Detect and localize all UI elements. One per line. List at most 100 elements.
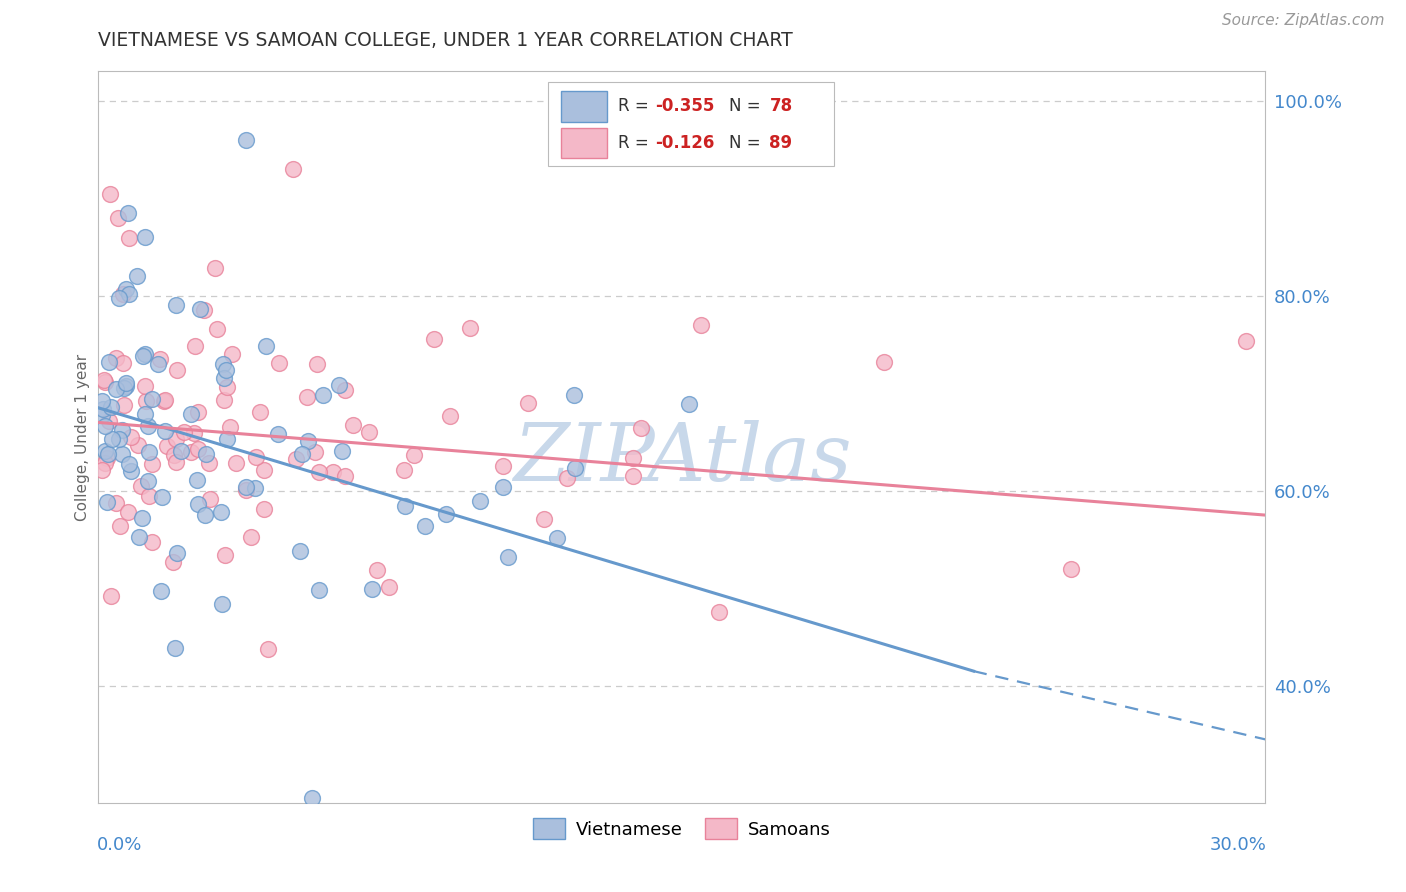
Point — [149, 584, 172, 599]
Point — [253, 501, 276, 516]
Point — [136, 418, 159, 433]
Point — [330, 444, 353, 458]
Point — [252, 463, 274, 477]
Point — [215, 363, 238, 377]
Point — [873, 355, 896, 369]
Point — [322, 465, 344, 479]
Point — [239, 530, 262, 544]
Point — [153, 394, 176, 409]
Point — [249, 405, 271, 419]
Point — [621, 450, 644, 465]
Point — [110, 519, 132, 533]
Point — [111, 356, 134, 370]
Point — [132, 349, 155, 363]
Point — [97, 448, 120, 462]
Text: -0.126: -0.126 — [655, 134, 714, 152]
Point — [91, 463, 114, 477]
Point — [402, 448, 425, 462]
Point — [93, 418, 115, 433]
Point — [546, 531, 568, 545]
Point — [212, 371, 235, 385]
Point — [120, 464, 142, 478]
Point — [517, 395, 540, 409]
Point — [150, 490, 173, 504]
Point — [96, 450, 118, 465]
Point — [439, 409, 461, 424]
Point — [285, 451, 308, 466]
Point — [155, 393, 177, 408]
Point — [165, 298, 187, 312]
Point — [1060, 562, 1083, 576]
Point — [114, 379, 136, 393]
Point — [91, 393, 114, 408]
Point — [328, 378, 350, 392]
Text: 78: 78 — [769, 97, 793, 115]
Point — [112, 398, 135, 412]
Text: ZIPAtlas: ZIPAtlas — [513, 420, 851, 498]
Point — [204, 260, 226, 275]
Point — [193, 303, 215, 318]
Point — [288, 543, 311, 558]
Point — [564, 461, 586, 475]
Text: N =: N = — [728, 134, 765, 152]
Point — [235, 483, 257, 498]
Point — [112, 287, 135, 301]
Point — [245, 481, 267, 495]
Point — [295, 390, 318, 404]
Point — [117, 504, 139, 518]
Point — [245, 450, 267, 464]
Point — [267, 427, 290, 442]
Point — [94, 456, 117, 470]
Text: R =: R = — [617, 97, 654, 115]
Point — [170, 444, 193, 458]
Text: 0.0%: 0.0% — [97, 836, 142, 854]
Point — [101, 432, 124, 446]
Point — [211, 357, 233, 371]
Point — [138, 489, 160, 503]
Point — [707, 605, 730, 619]
Point — [458, 320, 481, 334]
Point — [155, 424, 177, 438]
Point — [105, 351, 128, 365]
Point — [110, 448, 132, 462]
Point — [91, 401, 114, 416]
Point — [120, 430, 142, 444]
Point — [621, 469, 644, 483]
Point — [117, 205, 139, 219]
Text: 30.0%: 30.0% — [1209, 836, 1267, 854]
Point — [198, 492, 221, 507]
Point — [115, 376, 138, 390]
Point — [1234, 334, 1257, 348]
Point — [225, 456, 247, 470]
Point — [107, 211, 129, 225]
Point — [165, 432, 187, 446]
Point — [690, 318, 713, 332]
Point — [333, 383, 356, 397]
Point — [678, 397, 700, 411]
Point — [198, 456, 221, 470]
Point — [127, 438, 149, 452]
Point — [188, 301, 211, 316]
FancyBboxPatch shape — [561, 128, 607, 159]
Point — [138, 444, 160, 458]
Point — [112, 381, 135, 395]
Point — [184, 339, 207, 353]
Point — [235, 133, 257, 147]
Point — [105, 382, 128, 396]
Legend: Vietnamese, Samoans: Vietnamese, Samoans — [526, 811, 838, 847]
Point — [100, 187, 122, 202]
Point — [94, 376, 117, 390]
FancyBboxPatch shape — [561, 91, 607, 122]
Point — [104, 496, 127, 510]
Point — [342, 417, 364, 432]
Point — [162, 555, 184, 569]
Point — [492, 480, 515, 494]
Point — [108, 432, 131, 446]
Point — [496, 549, 519, 564]
Point — [180, 407, 202, 421]
Point — [187, 405, 209, 419]
Point — [166, 546, 188, 560]
Point — [173, 425, 195, 439]
Point — [301, 791, 323, 805]
Point — [134, 379, 156, 393]
